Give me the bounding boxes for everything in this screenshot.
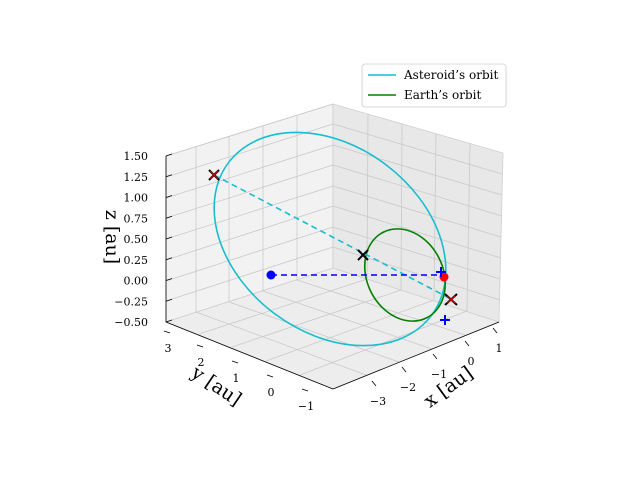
z-tick-label: 1.00 xyxy=(124,192,149,205)
y-tick-mark xyxy=(266,374,274,378)
z-tick-mark xyxy=(165,257,173,261)
tick-marks xyxy=(163,153,498,392)
x-tick-label: 0 xyxy=(468,355,475,368)
z-tick-label: 0.50 xyxy=(124,233,149,246)
z-tick-label: 0.75 xyxy=(124,212,149,225)
z-axis-label: z [au] xyxy=(101,210,123,264)
z-tick-mark xyxy=(165,319,173,323)
legend-label-earth: Earth’s orbit xyxy=(404,88,481,102)
legend: Asteroid’s orbit Earth’s orbit xyxy=(361,63,507,108)
z-tick-label: 0.25 xyxy=(124,254,149,267)
y-tick-mark xyxy=(301,388,309,392)
x-axis-line xyxy=(332,321,500,390)
x-marker-mid xyxy=(357,249,369,261)
sun-position-marker xyxy=(266,270,276,280)
y-tick-label: −1 xyxy=(298,400,314,413)
x-tick-mark xyxy=(371,380,377,387)
x-tick-label: −2 xyxy=(400,381,416,394)
z-tick-mark xyxy=(165,195,173,198)
tick-labels: −0.50 −0.25 0.00 0.25 0.50 0.75 1.00 1.25 1.50 −1… xyxy=(114,150,502,413)
earth-orbit xyxy=(363,228,447,322)
plus-marker-2 xyxy=(440,315,450,325)
x-tick-mark xyxy=(401,366,407,373)
plus-marker-1 xyxy=(436,267,446,277)
x-tick-mark xyxy=(432,353,438,360)
x-axis-label: x [au] xyxy=(420,362,478,412)
z-tick-mark xyxy=(165,215,173,219)
z-tick-mark xyxy=(165,236,173,240)
x-tick-label: −3 xyxy=(370,395,386,408)
legend-label-asteroid: Asteroid’s orbit xyxy=(403,68,498,82)
y-tick-label: 3 xyxy=(165,342,172,355)
y-tick-label: 1 xyxy=(233,372,240,385)
x-marker-aphelion-red xyxy=(209,170,219,180)
z-tick-mark xyxy=(165,278,173,281)
z-tick-label: 0.00 xyxy=(124,275,149,288)
y-tick-mark xyxy=(231,360,239,364)
asteroid-position-line xyxy=(213,174,452,300)
y-tick-mark xyxy=(163,330,171,334)
z-tick-label: −0.50 xyxy=(114,316,148,329)
z-tick-mark xyxy=(165,174,173,178)
z-tick-mark xyxy=(165,153,173,157)
axes-panes xyxy=(164,103,504,390)
legend-box xyxy=(361,63,507,108)
z-tick-label: 1.25 xyxy=(124,171,149,184)
y-tick-label: 0 xyxy=(268,386,275,399)
z-tick-label: 1.50 xyxy=(124,150,149,163)
y-axis-line xyxy=(165,321,334,390)
x-tick-label: −1 xyxy=(431,368,447,381)
y-axis-label: y [au] xyxy=(187,361,246,411)
z-tick-mark xyxy=(165,298,173,302)
z-tick-label: −0.25 xyxy=(114,295,148,308)
x-tick-label: 1 xyxy=(496,342,503,355)
y-tick-label: 2 xyxy=(198,356,205,369)
x-marker-near-earth-red xyxy=(446,295,456,304)
y-tick-mark xyxy=(196,344,204,348)
x-tick-mark xyxy=(464,340,470,347)
x-tick-mark xyxy=(492,327,498,334)
